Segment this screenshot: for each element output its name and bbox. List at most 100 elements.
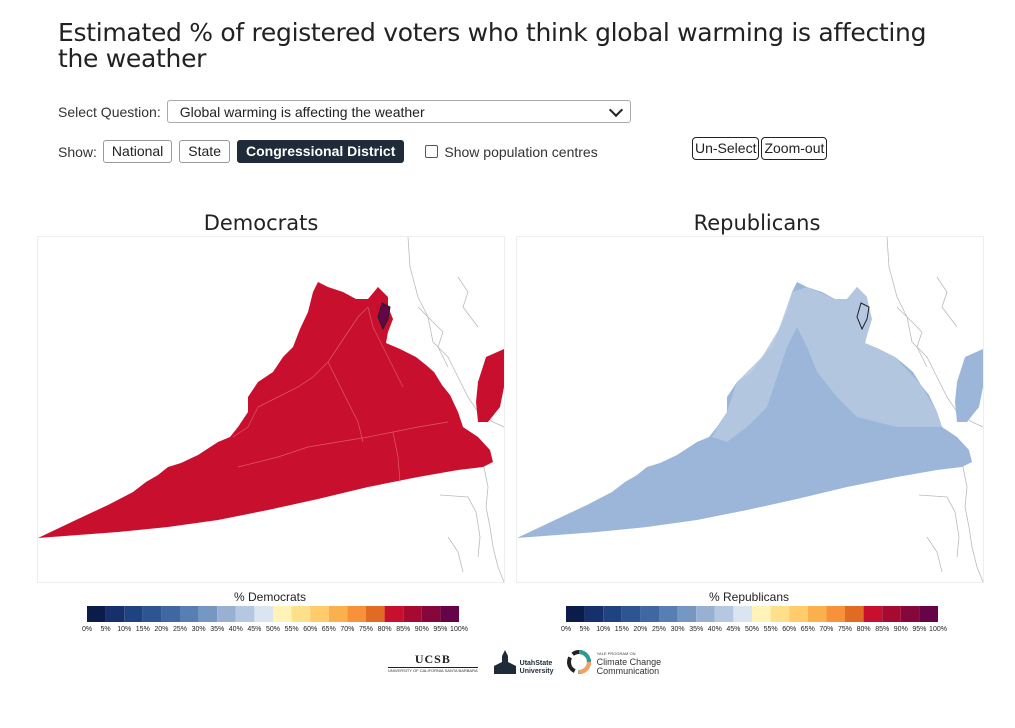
legend-swatch	[696, 606, 715, 622]
legend-tick-label: 15%	[615, 626, 629, 632]
legend-swatch	[273, 606, 292, 622]
legend-swatch	[677, 606, 697, 622]
democrats-legend-title: % Democrats	[233, 590, 307, 604]
republicans-lighter-districts	[712, 287, 942, 442]
eastern-shore-democrats[interactable]	[476, 349, 504, 422]
unselect-button[interactable]: Un-Select	[692, 137, 760, 160]
legend-swatch	[752, 606, 771, 622]
legend-swatch	[235, 606, 255, 622]
district-borders	[232, 306, 449, 483]
legend-tick-label: 35%	[689, 626, 703, 632]
legend-swatch	[310, 606, 329, 622]
legend-swatch	[366, 606, 385, 622]
republicans-legend-bar: 0% 5% 10% 15% 20% 25% 30% 35% 40% 45% 50% 55% 60% 65%…	[561, 606, 947, 632]
legend-tick-label: 85%	[396, 626, 410, 632]
legend-swatch	[161, 606, 180, 622]
legend-swatch	[217, 606, 236, 622]
legend-tick-label: 10%	[596, 626, 610, 632]
democrats-legend: % Democrats 0% 5% 10% 15% 20% 25% 30% 35% 40% 45%…	[37, 590, 503, 632]
legend-swatch	[105, 606, 125, 622]
legend-tick-label: 40%	[708, 626, 722, 632]
state-button[interactable]: State	[179, 140, 230, 163]
legend-tick-label: 55%	[764, 626, 778, 632]
legend-tick-label: 95%	[433, 626, 447, 632]
legend-tick-label: 0%	[82, 626, 92, 632]
legend-tick-label: 70%	[819, 626, 833, 632]
legend-tick-label: 5%	[101, 626, 111, 632]
legend-tick-label: 90%	[894, 626, 908, 632]
congressional-district-button[interactable]: Congressional District	[237, 140, 405, 163]
legend-swatch	[789, 606, 808, 622]
legend-swatch	[863, 606, 883, 622]
question-select-value: Global warming is affecting the weather	[179, 103, 425, 120]
legend-tick-label: 75%	[359, 626, 373, 632]
legend-tick-label: 20%	[633, 626, 647, 632]
legend-swatch	[826, 606, 845, 622]
yale-climate-logo: YALE PROGRAM ON Climate Change Communica…	[566, 649, 661, 676]
legend-tick-label: 40%	[229, 626, 243, 632]
republicans-map[interactable]	[516, 236, 984, 583]
legend-tick-label: 100%	[450, 626, 468, 632]
legend-swatch	[733, 606, 752, 622]
legend-tick-label: 90%	[415, 626, 429, 632]
republicans-legend-title: % Republicans	[708, 590, 790, 604]
page-title: Estimated % of registered voters who thi…	[58, 18, 927, 73]
legend-tick-label: 80%	[378, 626, 392, 632]
legend-swatch	[659, 606, 678, 622]
legend-swatch	[180, 606, 199, 622]
legend-tick-label: 65%	[801, 626, 815, 632]
republicans-legend: % Republicans 0% 5% 10% 15% 20% 25% 30% 35% 40% 4…	[516, 590, 982, 632]
legend-swatch	[421, 606, 441, 622]
legend-swatch	[384, 606, 404, 622]
legend-tick-label: 50%	[266, 626, 280, 632]
eastern-shore-republicans[interactable]	[955, 349, 983, 422]
legend-tick-label: 95%	[912, 626, 926, 632]
democrats-legend-bar: 0% 5% 10% 15% 20% 25% 30% 35% 40% 45% 50% 55% 60% 65%…	[82, 606, 468, 632]
legend-tick-label: 0%	[561, 626, 571, 632]
legend-tick-label: 65%	[322, 626, 336, 632]
zoom-out-button[interactable]: Zoom-out	[761, 137, 828, 160]
question-select[interactable]: Global warming is affecting the weather	[166, 100, 631, 123]
legend-swatch	[142, 606, 162, 622]
usu-logo: UtahState University	[490, 648, 554, 676]
select-question-label: Select Question:	[58, 103, 161, 120]
legend-swatch	[640, 606, 659, 622]
population-centres-toggle[interactable]: Show population centres	[425, 144, 598, 160]
ucsb-logo: UCSB UNIVERSITY OF CALIFORNIA SANTA BARB…	[388, 651, 478, 673]
legend-tick-label: 5%	[580, 626, 590, 632]
democrats-map[interactable]	[37, 236, 505, 583]
show-label: Show:	[58, 143, 97, 160]
legend-swatch	[403, 606, 422, 622]
virginia-democrats-shape[interactable]	[38, 282, 493, 538]
legend-tick-label: 50%	[745, 626, 759, 632]
footer-logos: UCSB UNIVERSITY OF CALIFORNIA SANTA BARB…	[388, 648, 661, 676]
legend-swatch	[584, 606, 604, 622]
national-button[interactable]: National	[102, 140, 173, 163]
building-icon	[493, 650, 516, 674]
dc-region-outline[interactable]	[377, 302, 391, 331]
dc-region-outline[interactable]	[856, 302, 870, 331]
climate-ring-icon	[566, 650, 591, 674]
legend-swatch	[566, 606, 585, 622]
show-row: Show: National State Congressional Distr…	[58, 140, 598, 163]
republicans-map-title: Republicans	[693, 211, 821, 235]
legend-swatch	[900, 606, 920, 622]
chevron-down-icon	[608, 102, 623, 117]
legend-tick-label: 100%	[929, 626, 947, 632]
legend-swatch	[770, 606, 790, 622]
legend-swatch	[621, 606, 641, 622]
legend-swatch	[440, 606, 459, 622]
legend-tick-label: 45%	[247, 626, 261, 632]
legend-swatch	[254, 606, 273, 622]
legend-tick-label: 75%	[838, 626, 852, 632]
legend-swatch	[291, 606, 311, 622]
democrats-map-title: Democrats	[203, 211, 319, 235]
legend-swatch	[714, 606, 734, 622]
population-centres-checkbox[interactable]	[425, 145, 439, 158]
legend-swatch	[603, 606, 622, 622]
legend-tick-label: 35%	[210, 626, 224, 632]
legend-tick-label: 55%	[285, 626, 299, 632]
legend-tick-label: 80%	[857, 626, 871, 632]
legend-tick-label: 85%	[875, 626, 889, 632]
legend-swatch	[882, 606, 901, 622]
